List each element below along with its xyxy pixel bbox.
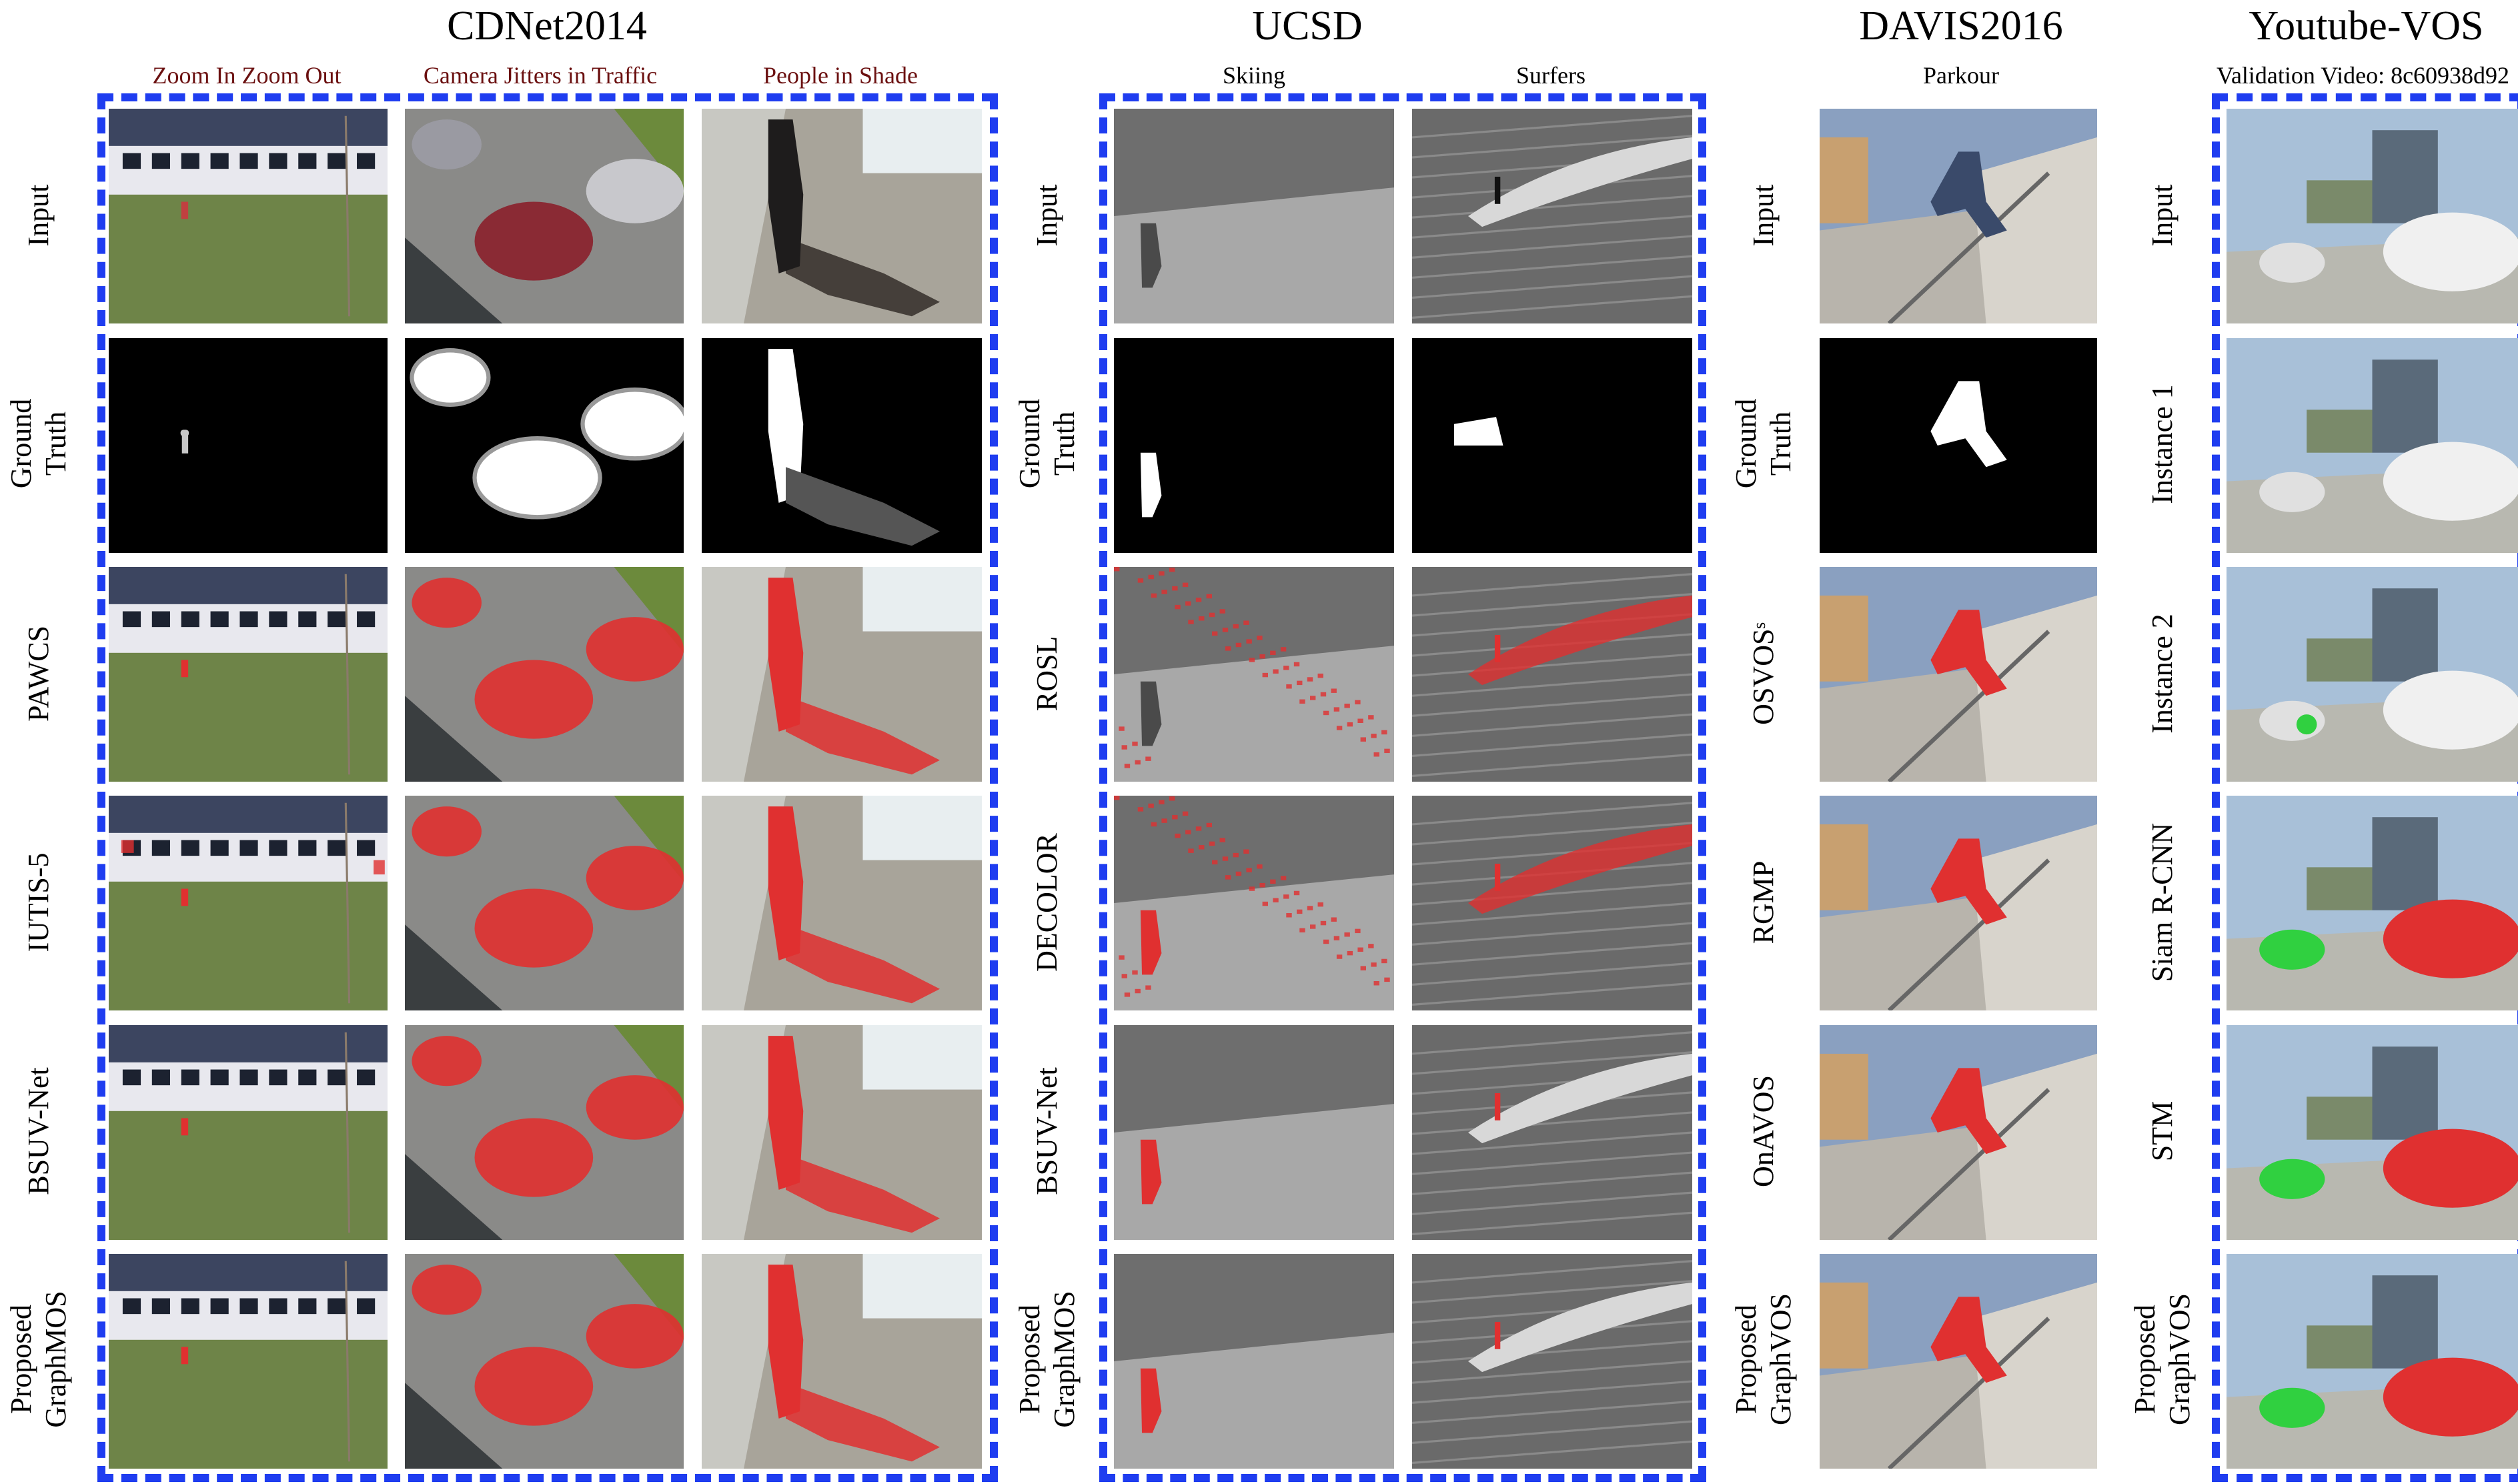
cdnet-results-box	[97, 93, 998, 1482]
ytvos-row-label-input: Input	[2146, 184, 2178, 247]
zoom-gt-image	[109, 338, 388, 553]
title-davis2016: DAVIS2016	[1859, 3, 2063, 49]
skiing-m2-image	[1114, 796, 1394, 1010]
parkour-m1-image	[1820, 567, 2097, 782]
ytvos-row-label-graphvos: Proposed GraphVOS	[2128, 1293, 2196, 1425]
ucsd-row-label-input: Input	[1031, 184, 1063, 247]
davis-row-label-onavos: OnAVOS	[1747, 1075, 1780, 1187]
ytvos-row-label-stm: STM	[2146, 1100, 2178, 1162]
jitter-input-image	[405, 109, 684, 323]
zoom-input-image	[109, 109, 388, 323]
cdnet-row-label-input: Input	[22, 184, 55, 247]
ucsd-results-box	[1099, 93, 1706, 1482]
jitter-m3-image	[405, 1025, 684, 1240]
cdnet-row-label-iutis5: IUTIS-5	[22, 852, 55, 952]
shade-m1-image	[702, 567, 982, 782]
col-header-surfers: Surfers	[1516, 62, 1586, 89]
surfers-m2-image	[1412, 796, 1692, 1010]
davis-row-label-ground-truth: Ground Truth	[1730, 398, 1797, 489]
col-header-camera-jitter: Camera Jitters in Traffic	[423, 62, 658, 89]
col-header-people-shade: People in Shade	[763, 62, 918, 89]
title-youtube-vos: Youtube-VOS	[2249, 3, 2484, 49]
cdnet-row-label-bsuvnet: BSUV-Net	[22, 1067, 55, 1195]
shade-ours-image	[702, 1254, 982, 1469]
col-header-parkour: Parkour	[1923, 62, 1999, 89]
shade-gt-image	[702, 338, 982, 553]
ytvos-gt-image	[2227, 338, 2518, 553]
parkour-m2-image	[1820, 796, 2097, 1010]
ytvos-row-label-instance1: Instance 1	[2146, 384, 2178, 504]
skiing-ours-image	[1114, 1254, 1394, 1469]
jitter-m1-image	[405, 567, 684, 782]
surfers-input-image	[1412, 109, 1692, 323]
skiing-input-image	[1114, 109, 1394, 323]
ytvos-m1-image	[2227, 567, 2518, 782]
surfers-ours-image	[1412, 1254, 1692, 1469]
jitter-ours-image	[405, 1254, 684, 1469]
ucsd-row-label-rosl: ROSL	[1031, 636, 1063, 712]
col-header-skiing: Skiing	[1222, 62, 1286, 89]
ucsd-row-label-decolor: DECOLOR	[1031, 833, 1063, 972]
ucsd-row-label-bsuvnet: BSUV-Net	[1031, 1067, 1063, 1195]
skiing-m1-image	[1114, 567, 1394, 782]
zoom-ours-image	[109, 1254, 388, 1469]
surfers-gt-image	[1412, 338, 1692, 553]
ytvos-m2-image	[2227, 796, 2518, 1010]
ucsd-row-label-graphmos: Proposed GraphMOS	[1013, 1291, 1081, 1428]
shade-input-image	[702, 109, 982, 323]
title-cdnet2014: CDNet2014	[447, 3, 647, 49]
ytvos-results-box	[2212, 93, 2518, 1482]
col-header-validation-video: Validation Video: 8c60938d92	[2216, 62, 2510, 89]
parkour-m3-image	[1820, 1025, 2097, 1240]
davis-row-label-input: Input	[1747, 184, 1780, 247]
cdnet-row-label-pawcs: PAWCS	[22, 625, 55, 722]
shade-m2-image	[702, 796, 982, 1010]
title-ucsd: UCSD	[1252, 3, 1363, 49]
ytvos-row-label-siam-rcnn: Siam R-CNN	[2146, 822, 2178, 982]
ytvos-row-label-instance2: Instance 2	[2146, 614, 2178, 734]
davis-row-label-rgmp: RGMP	[1747, 860, 1780, 944]
parkour-ours-image	[1820, 1254, 2097, 1469]
surfers-m1-image	[1412, 567, 1692, 782]
skiing-gt-image	[1114, 338, 1394, 553]
davis-row-label-graphvos: Proposed GraphVOS	[1730, 1293, 1797, 1425]
zoom-m1-image	[109, 567, 388, 782]
cdnet-row-label-ground-truth: Ground Truth	[5, 398, 72, 489]
zoom-m2-image	[109, 796, 388, 1010]
zoom-m3-image	[109, 1025, 388, 1240]
jitter-m2-image	[405, 796, 684, 1010]
parkour-input-image	[1820, 109, 2097, 323]
shade-m3-image	[702, 1025, 982, 1240]
davis-row-label-osvos: OSVOSˢ	[1747, 622, 1780, 725]
ytvos-m3-image	[2227, 1025, 2518, 1240]
ucsd-row-label-ground-truth: Ground Truth	[1013, 398, 1081, 489]
parkour-gt-image	[1820, 338, 2097, 553]
ytvos-input-image	[2227, 109, 2518, 323]
cdnet-row-label-graphmos: Proposed GraphMOS	[5, 1291, 72, 1428]
skiing-m3-image	[1114, 1025, 1394, 1240]
surfers-m3-image	[1412, 1025, 1692, 1240]
jitter-gt-image	[405, 338, 684, 553]
ytvos-ours-image	[2227, 1254, 2518, 1469]
col-header-zoom: Zoom In Zoom Out	[152, 62, 342, 89]
